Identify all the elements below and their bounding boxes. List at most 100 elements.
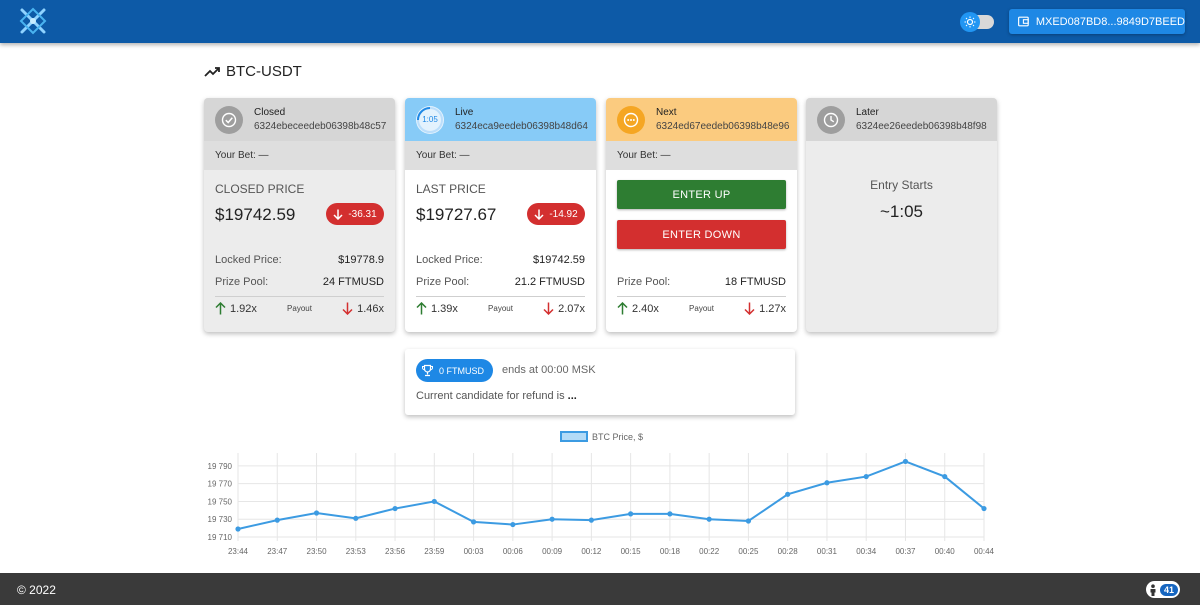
x-tick-label: 00:15 (621, 547, 642, 556)
more-horizontal-icon (617, 105, 645, 134)
round-status: Closed (254, 107, 286, 118)
pair-title: BTC-USDT (204, 63, 302, 80)
card-header: Next 6324ed67eedeb06398b48e96 (606, 98, 797, 141)
data-point[interactable] (902, 458, 909, 465)
entry-starts-label: Entry Starts (870, 178, 933, 192)
data-point[interactable] (981, 505, 987, 512)
locked-price-value: $19778.9 (338, 254, 384, 266)
down-multiplier: 1.46x (357, 303, 384, 315)
wallet-button[interactable]: MXED087BD8...9849D7BEED (1009, 9, 1185, 34)
x-tick-label: 00:18 (660, 547, 681, 556)
payout-row: 1.39x Payout 2.07x (416, 302, 585, 315)
x-tick-label: 23:53 (346, 547, 367, 556)
data-point[interactable] (470, 519, 477, 525)
data-point[interactable] (353, 515, 359, 521)
arrow-down-icon (744, 302, 755, 315)
theme-toggle[interactable] (960, 12, 994, 32)
price-change-value: -14.92 (549, 208, 578, 220)
enter-down-button[interactable]: ENTER DOWN (617, 220, 786, 249)
top-bar: MXED087BD8...9849D7BEED (0, 0, 1200, 43)
x-tick-label: 00:34 (856, 547, 877, 556)
prize-pool-value: 24 FTMUSD (322, 276, 384, 288)
legend-label: BTC Price, $ (592, 432, 643, 442)
btc-price-chart: BTC Price, $ 19 710 19 730 19 750 19 770 19 … (208, 431, 995, 556)
data-point[interactable] (549, 516, 555, 522)
arrow-up-icon (215, 302, 226, 315)
x-tick-label: 00:12 (581, 547, 602, 556)
app-logo-icon[interactable] (18, 6, 48, 36)
round-id: 6324ee26eedeb06398b48f98 (856, 121, 987, 132)
prize-pool-value: 18 FTMUSD (724, 276, 786, 288)
data-point[interactable] (235, 526, 241, 532)
enter-up-button[interactable]: ENTER UP (617, 180, 786, 209)
x-tick-label: 23:44 (228, 547, 249, 556)
data-point[interactable] (274, 517, 280, 523)
round-status: Live (455, 107, 474, 118)
x-tick-label: 23:50 (307, 547, 328, 556)
countdown-ring-icon: 1:05 (416, 105, 444, 134)
data-point[interactable] (392, 505, 398, 512)
card-header: 1:05 Live 6324eca9eedeb06398b48d64 (405, 98, 596, 141)
data-point[interactable] (785, 491, 791, 497)
arrow-down-icon (333, 209, 343, 220)
round-card-closed: Closed 6324ebeceedeb06398b48c57 Your Bet… (204, 98, 395, 332)
round-id: 6324eca9eedeb06398b48d64 (455, 121, 588, 132)
refund-ends-text: ends at 00:00 MSK (502, 364, 596, 376)
trophy-icon (422, 364, 433, 377)
data-point[interactable] (628, 511, 634, 517)
arrow-down-icon (534, 209, 544, 220)
data-point[interactable] (824, 480, 830, 486)
refund-panel: 0 FTMUSD ends at 00:00 MSK Current candi… (405, 349, 795, 415)
payout-row: 2.40x Payout 1.27x (617, 302, 786, 315)
arrow-up-icon (416, 302, 427, 315)
x-tick-label: 00:22 (699, 547, 720, 556)
clock-icon (817, 105, 845, 134)
prize-pool-row: Prize Pool: 24 FTMUSD (215, 276, 384, 288)
round-status: Next (656, 107, 677, 118)
x-tick-label: 00:44 (974, 547, 995, 556)
arrow-up-icon (617, 302, 628, 315)
refund-pool-value: 0 FTMUSD (439, 365, 484, 376)
refund-candidate-value: ... (567, 390, 577, 402)
locked-price-row: Locked Price: $19742.59 (416, 254, 585, 266)
wallet-address: MXED087BD8...9849D7BEED (1035, 15, 1185, 28)
x-tick-label: 23:56 (385, 547, 406, 556)
up-multiplier: 1.92x (230, 303, 257, 315)
divider (617, 296, 786, 297)
prize-pool-row: Prize Pool: 21.2 FTMUSD (416, 276, 585, 288)
divider (416, 296, 585, 297)
data-point[interactable] (510, 521, 516, 528)
round-id: 6324ebeceedeb06398b48c57 (254, 121, 387, 132)
data-point[interactable] (667, 511, 673, 517)
data-point[interactable] (588, 517, 594, 523)
x-tick-label: 00:06 (503, 547, 524, 556)
your-bet: Your Bet: — (405, 141, 596, 170)
payout-label: Payout (287, 304, 312, 313)
data-point[interactable] (313, 510, 320, 516)
check-circle-icon (215, 105, 243, 134)
y-tick-label: 19 750 (208, 497, 233, 506)
entry-starts-value: ~1:05 (879, 202, 923, 221)
legend-swatch (560, 431, 588, 442)
copyright: © 2022 (17, 583, 56, 597)
y-tick-label: 19 790 (208, 462, 233, 471)
payout-label: Payout (689, 304, 714, 313)
up-multiplier: 2.40x (632, 303, 659, 315)
arrow-down-icon (543, 302, 554, 315)
x-tick-label: 00:03 (464, 547, 485, 556)
round-id: 6324ed67eedeb06398b48e96 (656, 121, 790, 132)
data-point[interactable] (431, 498, 437, 505)
prize-pool-label: Prize Pool: (416, 276, 470, 288)
person-icon (1150, 583, 1156, 596)
prize-pool-value: 21.2 FTMUSD (514, 276, 585, 288)
price-change-value: -36.31 (348, 208, 377, 220)
data-point[interactable] (942, 473, 948, 480)
data-point[interactable] (863, 473, 869, 480)
x-tick-label: 00:28 (778, 547, 799, 556)
online-users-badge[interactable]: 41 (1146, 581, 1180, 598)
prize-pool-label: Prize Pool: (617, 276, 671, 288)
price-change-badge: -14.92 (527, 203, 585, 225)
data-point[interactable] (706, 516, 712, 522)
chart-legend: BTC Price, $ (560, 431, 643, 442)
data-point[interactable] (745, 518, 752, 524)
